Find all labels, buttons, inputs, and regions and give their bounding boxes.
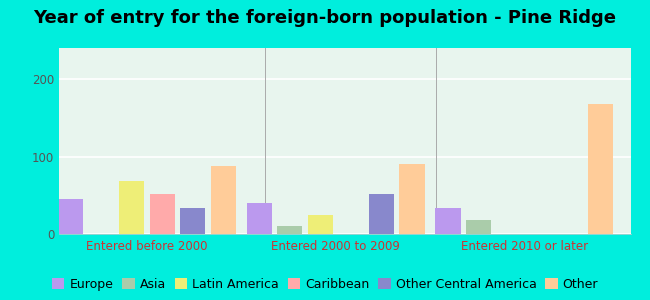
Bar: [150, 194, 175, 234]
Bar: [466, 220, 491, 234]
Bar: [119, 181, 144, 234]
Bar: [399, 164, 424, 234]
Bar: [180, 208, 205, 234]
Legend: Europe, Asia, Latin America, Caribbean, Other Central America, Other: Europe, Asia, Latin America, Caribbean, …: [52, 278, 598, 291]
Bar: [58, 199, 83, 234]
Bar: [436, 208, 461, 234]
Bar: [211, 166, 236, 234]
Bar: [308, 214, 333, 234]
Bar: [588, 104, 613, 234]
Bar: [247, 203, 272, 234]
Bar: [278, 226, 302, 234]
Bar: [369, 194, 394, 234]
Text: Year of entry for the foreign-born population - Pine Ridge: Year of entry for the foreign-born popul…: [34, 9, 616, 27]
